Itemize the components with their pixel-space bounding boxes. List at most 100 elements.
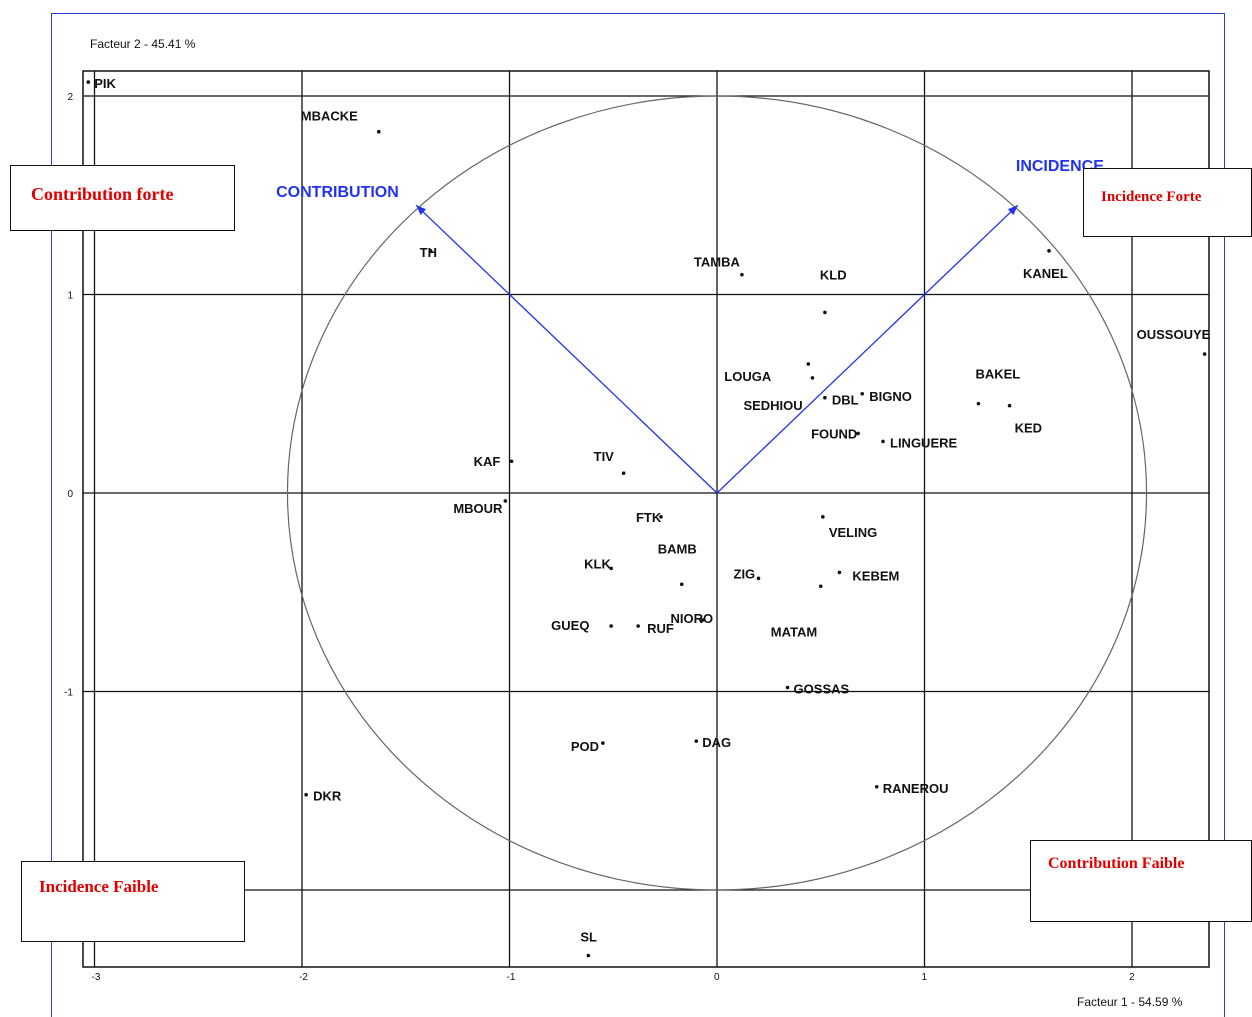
point-label: POD (571, 739, 599, 754)
observation-points: PIK MBACKE TH TAMBA KLD LOUGA SEDHIOU DBL BIGNO F… (86, 76, 1211, 958)
x-tick-label: 2 (1129, 972, 1135, 983)
data-point (756, 576, 761, 581)
data-point (636, 624, 640, 628)
x-tick-label: 1 (922, 972, 928, 983)
x-tick-label: -3 (92, 972, 101, 983)
point-label: NIORO (670, 611, 713, 626)
vector-label: INCIDENCE (1016, 158, 1104, 175)
data-point (700, 618, 705, 622)
variable-vectors: CONTRIBUTION INCIDENCE (276, 158, 1104, 494)
data-point (509, 459, 514, 464)
data-point (740, 272, 744, 277)
data-point (837, 570, 842, 575)
point-label: TIV (594, 449, 615, 464)
annotation-contribution-faible: Contribution Faible (1030, 840, 1252, 922)
point-label: DAG (702, 735, 731, 750)
annotation-incidence-forte: Incidence Forte (1083, 168, 1252, 237)
vector-arrowhead (1007, 205, 1018, 215)
point-label: OUSSOUYE (1137, 327, 1211, 342)
point-label: SEDHIOU (743, 398, 802, 413)
point-label: BAKEL (975, 367, 1020, 382)
data-point (601, 741, 605, 745)
point-label: PIK (94, 76, 116, 91)
data-point (860, 391, 865, 396)
data-point (874, 784, 879, 789)
point-label: LOUGA (724, 369, 772, 384)
correlation-circle (286, 95, 1148, 891)
data-point (1007, 403, 1012, 408)
point-label: VELING (829, 525, 877, 540)
point-label: MBACKE (301, 109, 358, 124)
data-point (609, 624, 613, 628)
point-label: ZIG (734, 566, 756, 581)
data-point (586, 953, 591, 958)
data-point (621, 471, 626, 475)
annotation-incidence-faible: Incidence Faible (21, 861, 245, 942)
data-point (810, 376, 815, 380)
annotation-text: Contribution forte (31, 184, 174, 204)
point-label: GUEQ (551, 618, 589, 633)
point-label: MATAM (771, 624, 817, 639)
data-point (694, 739, 699, 743)
grid-lines (83, 71, 1209, 967)
page-frame (51, 13, 1225, 1017)
y-tick-label: -1 (64, 688, 73, 699)
point-label: RANEROU (883, 781, 949, 796)
data-point (823, 395, 827, 400)
data-point (1047, 249, 1051, 253)
point-label: TH (420, 245, 437, 260)
data-point (304, 792, 308, 797)
data-point (806, 362, 811, 366)
point-label: DBL (832, 393, 859, 408)
data-point (428, 249, 433, 253)
point-label: FTK (636, 510, 662, 525)
data-point (609, 566, 613, 571)
point-label: KLD (820, 267, 847, 282)
axis-ticks: -3 -2 -1 0 1 2 2 1 0 -1 (64, 92, 1135, 983)
data-point (376, 129, 381, 134)
x-axis-title: Facteur 1 - 54.59 % (1077, 995, 1183, 1009)
point-label: MBOUR (453, 501, 503, 516)
x-tick-label: 0 (714, 972, 720, 983)
point-label: SL (580, 930, 597, 945)
data-point (821, 515, 825, 519)
point-label: RUF (647, 621, 674, 636)
point-label: KAF (474, 454, 501, 469)
point-label: BAMB (658, 541, 697, 556)
point-label: KANEL (1023, 266, 1068, 281)
vector-label: CONTRIBUTION (276, 184, 399, 201)
data-point (976, 401, 981, 406)
point-label: DKR (313, 789, 342, 804)
data-point (1202, 352, 1207, 356)
point-label: KEBEM (852, 568, 899, 583)
annotation-contribution-forte: Contribution forte (10, 165, 235, 231)
y-tick-label: 1 (67, 291, 73, 302)
vector-line (415, 204, 718, 494)
y-tick-label: 2 (67, 92, 73, 103)
point-label: KED (1015, 421, 1042, 436)
y-tick-label: 0 (67, 489, 73, 500)
data-point (881, 439, 885, 444)
point-label: GOSSAS (794, 682, 850, 697)
data-point (86, 80, 91, 84)
annotation-text: Contribution Faible (1048, 855, 1185, 872)
x-tick-label: -2 (299, 972, 308, 983)
point-label: FOUND (811, 426, 857, 441)
data-point (503, 499, 508, 503)
point-label: TAMBA (694, 255, 741, 270)
point-label: BIGNO (869, 389, 912, 404)
data-point (856, 431, 860, 436)
data-point (659, 515, 663, 519)
plot-area (82, 70, 1210, 968)
data-point (818, 584, 823, 589)
data-point (823, 310, 827, 315)
annotation-text: Incidence Forte (1101, 189, 1202, 205)
x-tick-label: -1 (507, 972, 516, 983)
data-point (679, 582, 684, 587)
data-point (785, 685, 790, 690)
point-label: KLK (584, 556, 611, 571)
vector-arrowhead (416, 205, 427, 215)
vector-line (716, 204, 1019, 494)
y-axis-title: Facteur 2 - 45.41 % (90, 37, 196, 51)
